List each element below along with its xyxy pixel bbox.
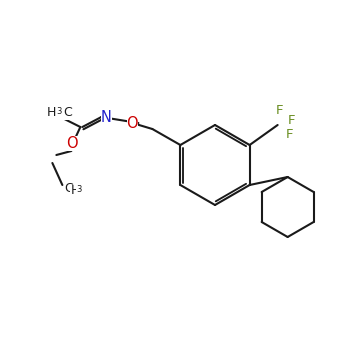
Text: O: O [66, 135, 78, 150]
Text: F: F [288, 113, 295, 126]
Text: C: C [64, 182, 73, 195]
Text: F: F [276, 105, 284, 118]
Text: O: O [127, 116, 138, 131]
Text: 3: 3 [56, 107, 62, 116]
Text: H: H [70, 184, 80, 197]
Text: N: N [101, 110, 112, 125]
Text: 3: 3 [76, 185, 82, 194]
Text: C: C [63, 106, 72, 119]
Text: F: F [286, 127, 293, 140]
Text: H: H [47, 106, 56, 119]
